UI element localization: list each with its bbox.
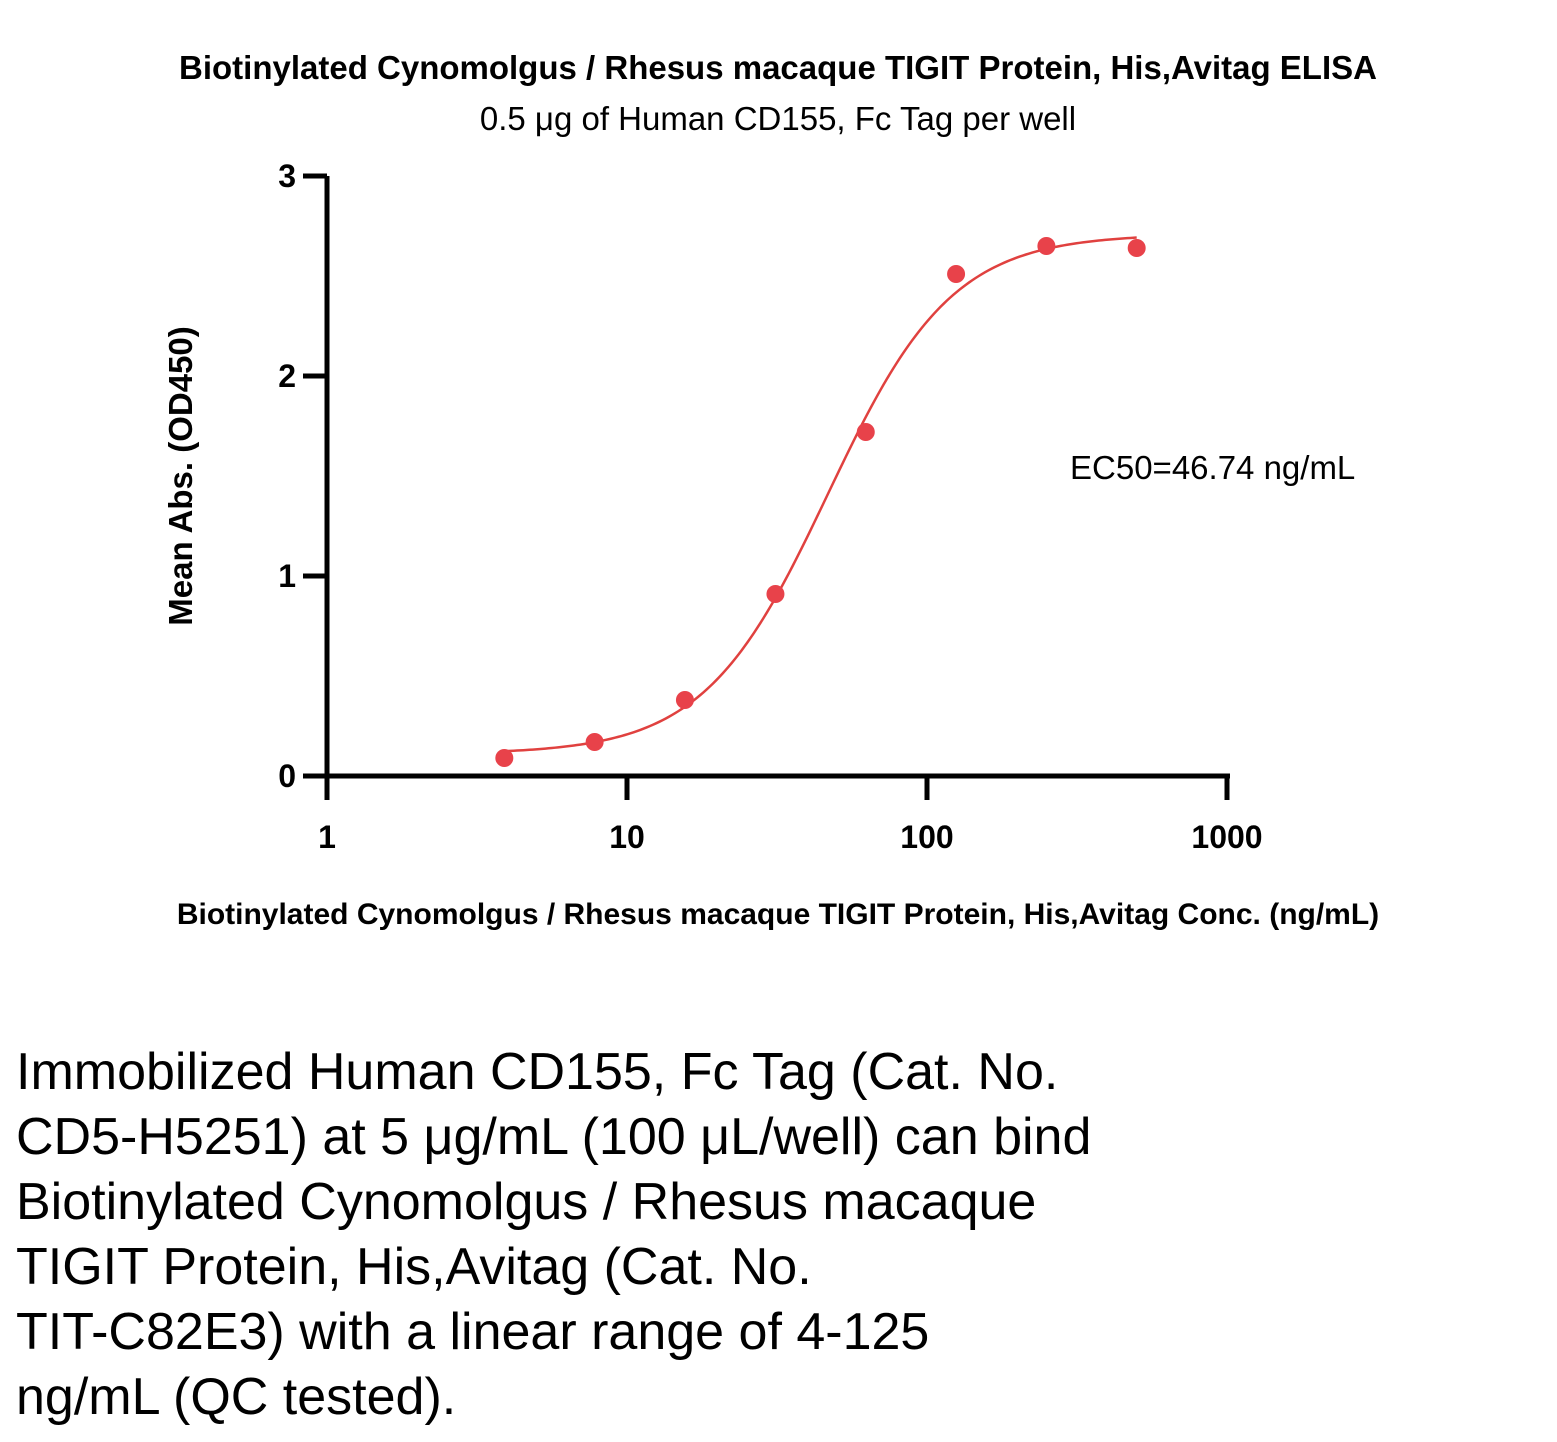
data-point: [1037, 237, 1056, 255]
y-tick-label: 1: [278, 558, 296, 594]
y-tick-label: 0: [278, 758, 296, 794]
caption: Immobilized Human CD155, Fc Tag (Cat. No…: [16, 1040, 1516, 1430]
y-tick-label: 3: [278, 158, 296, 194]
fit-curve: [504, 236, 1137, 753]
ec50-annotation: EC50=46.74 ng/mL: [1070, 449, 1355, 486]
chart-title: Biotinylated Cynomolgus / Rhesus macaque…: [179, 49, 1377, 86]
caption-line: Immobilized Human CD155, Fc Tag (Cat. No…: [16, 1043, 1059, 1101]
chart-subtitle: 0.5 μg of Human CD155, Fc Tag per well: [480, 100, 1076, 137]
x-tick-label: 10: [609, 819, 645, 855]
data-point: [766, 585, 785, 603]
data-points: [495, 237, 1146, 767]
x-tick-label: 100: [900, 819, 953, 855]
x-axis-label: Biotinylated Cynomolgus / Rhesus macaque…: [177, 898, 1379, 931]
y-axis-label: Mean Abs. (OD450): [162, 326, 199, 626]
caption-line: Biotinylated Cynomolgus / Rhesus macaque: [16, 1173, 1037, 1231]
data-point: [856, 423, 875, 441]
data-point: [947, 265, 966, 283]
caption-line: TIGIT Protein, His,Avitag (Cat. No.: [16, 1238, 812, 1296]
x-tick-label: 1000: [1191, 819, 1262, 855]
data-point: [675, 691, 694, 709]
caption-line: TIT-C82E3) with a linear range of 4-125: [16, 1303, 930, 1361]
x-tick-label: 1: [318, 819, 336, 855]
data-point: [585, 733, 604, 751]
y-tick-label: 2: [278, 358, 296, 394]
data-point: [495, 749, 514, 767]
caption-line: ng/mL (QC tested).: [16, 1368, 457, 1426]
elisa-chart: Biotinylated Cynomolgus / Rhesus macaque…: [162, 49, 1379, 931]
caption-line: CD5-H5251) at 5 μg/mL (100 μL/well) can …: [16, 1108, 1092, 1166]
data-point: [1127, 239, 1146, 257]
